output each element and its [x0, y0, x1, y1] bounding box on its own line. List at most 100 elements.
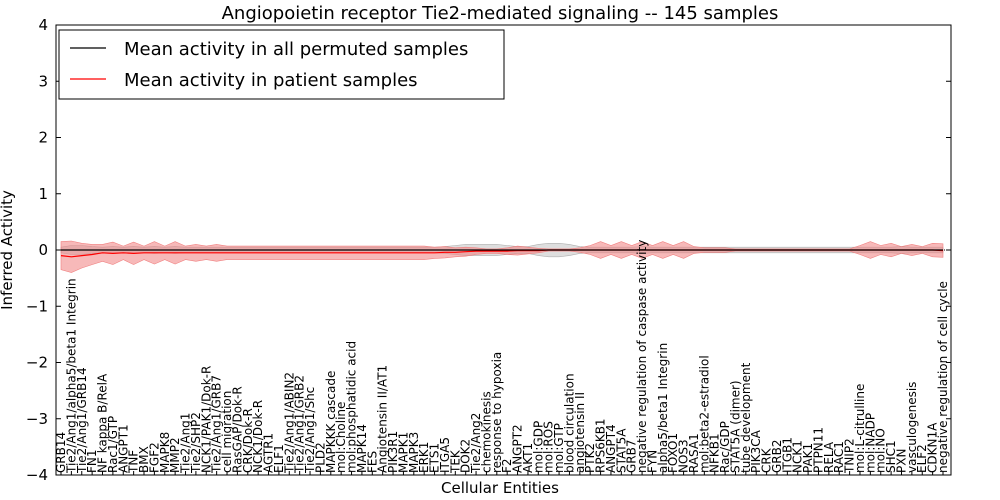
- x-tick-label: PXN: [895, 449, 909, 473]
- x-tick-label: Tie2/Ang1/Shc: [303, 387, 317, 474]
- x-tick-label: mol:ROS: [542, 421, 556, 473]
- band-patient: [60, 240, 944, 273]
- x-tick-label: RasGAP/Dok-R: [230, 386, 244, 473]
- x-tick-label: mol:beta2-estradiol: [697, 355, 711, 473]
- x-tick-label: ELF2: [915, 444, 929, 473]
- x-tick-label: NF kappa B/RelA: [96, 373, 110, 473]
- x-tick-label: MAPK14: [355, 424, 369, 473]
- x-tick-label: MAPK1: [396, 432, 410, 473]
- x-tick-label: STAT5A: [614, 428, 628, 473]
- series-lines: [56, 249, 951, 258]
- x-tick-label: chemokinesis: [479, 391, 493, 473]
- x-tick-label: GRB7: [625, 439, 639, 473]
- x-tick-label: negative regulation of cell cycle: [936, 281, 950, 473]
- x-tick-label: RASA1: [687, 433, 701, 473]
- x-tick-label: negative regulation of caspase activity: [635, 240, 649, 473]
- x-tick-label: TNIP2: [843, 438, 857, 474]
- x-tick-label: CRK/Dok-R: [241, 408, 255, 473]
- x-tick-label: ITGB1: [780, 437, 794, 473]
- x-tick-label: SHC1: [884, 440, 898, 473]
- y-tick-label: 2: [38, 129, 48, 147]
- x-tick-label: FYN: [646, 450, 660, 473]
- x-tick-label: mol:NADP: [863, 413, 877, 473]
- x-tick-label: angiotensin II: [573, 392, 587, 473]
- x-tick-label: alpha5/beta1 Integrin: [656, 343, 670, 473]
- y-tick-label: 4: [38, 16, 48, 34]
- x-tick-label: DOK2: [459, 439, 473, 473]
- x-tick-label: PIK3R1: [386, 431, 400, 473]
- x-tick-label: Tie2/Ang1: [179, 413, 193, 474]
- x-tick-label: F2: [500, 458, 514, 473]
- x-tick-label: ITGA5: [438, 437, 452, 473]
- x-tick-label: Tie2/Ang1/GRB14: [75, 367, 89, 474]
- x-tick-label: PIK3CA: [749, 429, 763, 473]
- x-tick-label: RAC1: [832, 441, 846, 473]
- y-tick-label: 0: [38, 241, 48, 259]
- x-tick-label: Rac1/GTP: [106, 416, 120, 473]
- x-tick-label: blood circulation: [562, 373, 576, 473]
- x-tick-label: mol:GDP: [531, 421, 545, 473]
- x-tick-label: Tie2/Ang1/ABIN2: [282, 372, 296, 474]
- legend-box: [58, 29, 505, 100]
- x-tick-label: MMP2: [168, 437, 182, 473]
- legend-label-patient: Mean activity in patient samples: [124, 70, 418, 91]
- x-tick-label: MAPKKK cascade: [324, 371, 338, 473]
- x-tick-label: mol:NO: [874, 428, 888, 473]
- x-tick-label: PTK2: [583, 443, 597, 473]
- x-tick-label: ANGPT2: [511, 424, 525, 473]
- y-tick-label: 1: [38, 185, 48, 203]
- x-tick-label: GRB14: [54, 432, 68, 473]
- x-tick-label: ERK1: [417, 442, 431, 473]
- x-tick-label: Tie2/Ang1/GRB2: [293, 375, 307, 474]
- x-tick-label: vasculogenesis: [905, 382, 919, 473]
- x-tick-label: RELA: [822, 441, 836, 473]
- plot-frame: [55, 24, 952, 476]
- y-tick-label: −3: [26, 410, 48, 428]
- x-tick-label: GRB2: [770, 439, 784, 473]
- x-tick-label: ANGPT1: [116, 424, 130, 473]
- x-tick-label: FGF2: [147, 442, 161, 473]
- legend-label-permuted: Mean activity in all permuted samples: [124, 39, 468, 60]
- x-tick-label: NOS3: [677, 439, 691, 473]
- x-tick-label: mol:L-citrulline: [853, 384, 867, 473]
- x-tick-label: NCK1: [791, 440, 805, 473]
- x-tick-label: TNF: [127, 450, 141, 474]
- x-tick-label: BMX: [137, 446, 151, 473]
- x-tick-label: AGTR1: [262, 433, 276, 473]
- x-tick-label: Tie2/Ang1/alpha5/beta1 Integrin: [64, 278, 78, 474]
- x-tick-label: Tie2/Ang1/GRB7: [210, 375, 224, 474]
- x-tick-label: CRK: [760, 447, 774, 473]
- x-tick-label: NCK1/PAK1/Dok-R: [199, 366, 213, 473]
- x-tick-label: mol:GTP: [552, 423, 566, 473]
- x-tick-label: response to hypoxia: [490, 352, 504, 473]
- x-axis-title: Cellular Entities: [441, 479, 559, 497]
- x-tick-label: Rac/GDP: [718, 421, 732, 473]
- x-tick-label: CDKN1A: [926, 422, 940, 473]
- x-tick-label: ELF1: [272, 444, 286, 473]
- x-tick-label: FOXO1: [666, 433, 680, 473]
- x-tick-label: PAK1: [801, 443, 815, 473]
- x-tick-label: MAPK8: [158, 432, 172, 473]
- legend: Mean activity in all permuted samples Me…: [58, 29, 505, 100]
- x-tick-label: PLD2: [313, 442, 327, 473]
- x-tick-label: FES: [365, 451, 379, 473]
- x-tick-label: cell migration: [220, 391, 234, 473]
- x-tick-label: TEK: [448, 449, 462, 474]
- x-tick-label: ANGPT4: [604, 424, 618, 473]
- y-tick-label: 3: [38, 72, 48, 90]
- y-tick-label: −2: [26, 354, 48, 372]
- x-tick-label: Tie2/Ang2: [469, 413, 483, 474]
- x-tick-label: NCK1/Dok-R: [251, 400, 265, 473]
- x-tick-label: PTPN11: [812, 427, 826, 473]
- x-tick-label: STAT5A (dimer): [729, 380, 743, 473]
- y-axis: −4 −3 −2 −1 0 1 2 3 4: [26, 16, 951, 484]
- x-tick-label: AKT1: [521, 443, 535, 473]
- x-tick-label: tube development: [739, 362, 753, 473]
- x-tick-label: RPS6KB1: [594, 418, 608, 473]
- x-tick-label: mol:phosphatidic acid: [345, 341, 359, 473]
- x-tick-label: FN1: [85, 449, 99, 473]
- x-tick-label: MAPK3: [407, 432, 421, 473]
- x-tick-label: ETS1: [428, 443, 442, 473]
